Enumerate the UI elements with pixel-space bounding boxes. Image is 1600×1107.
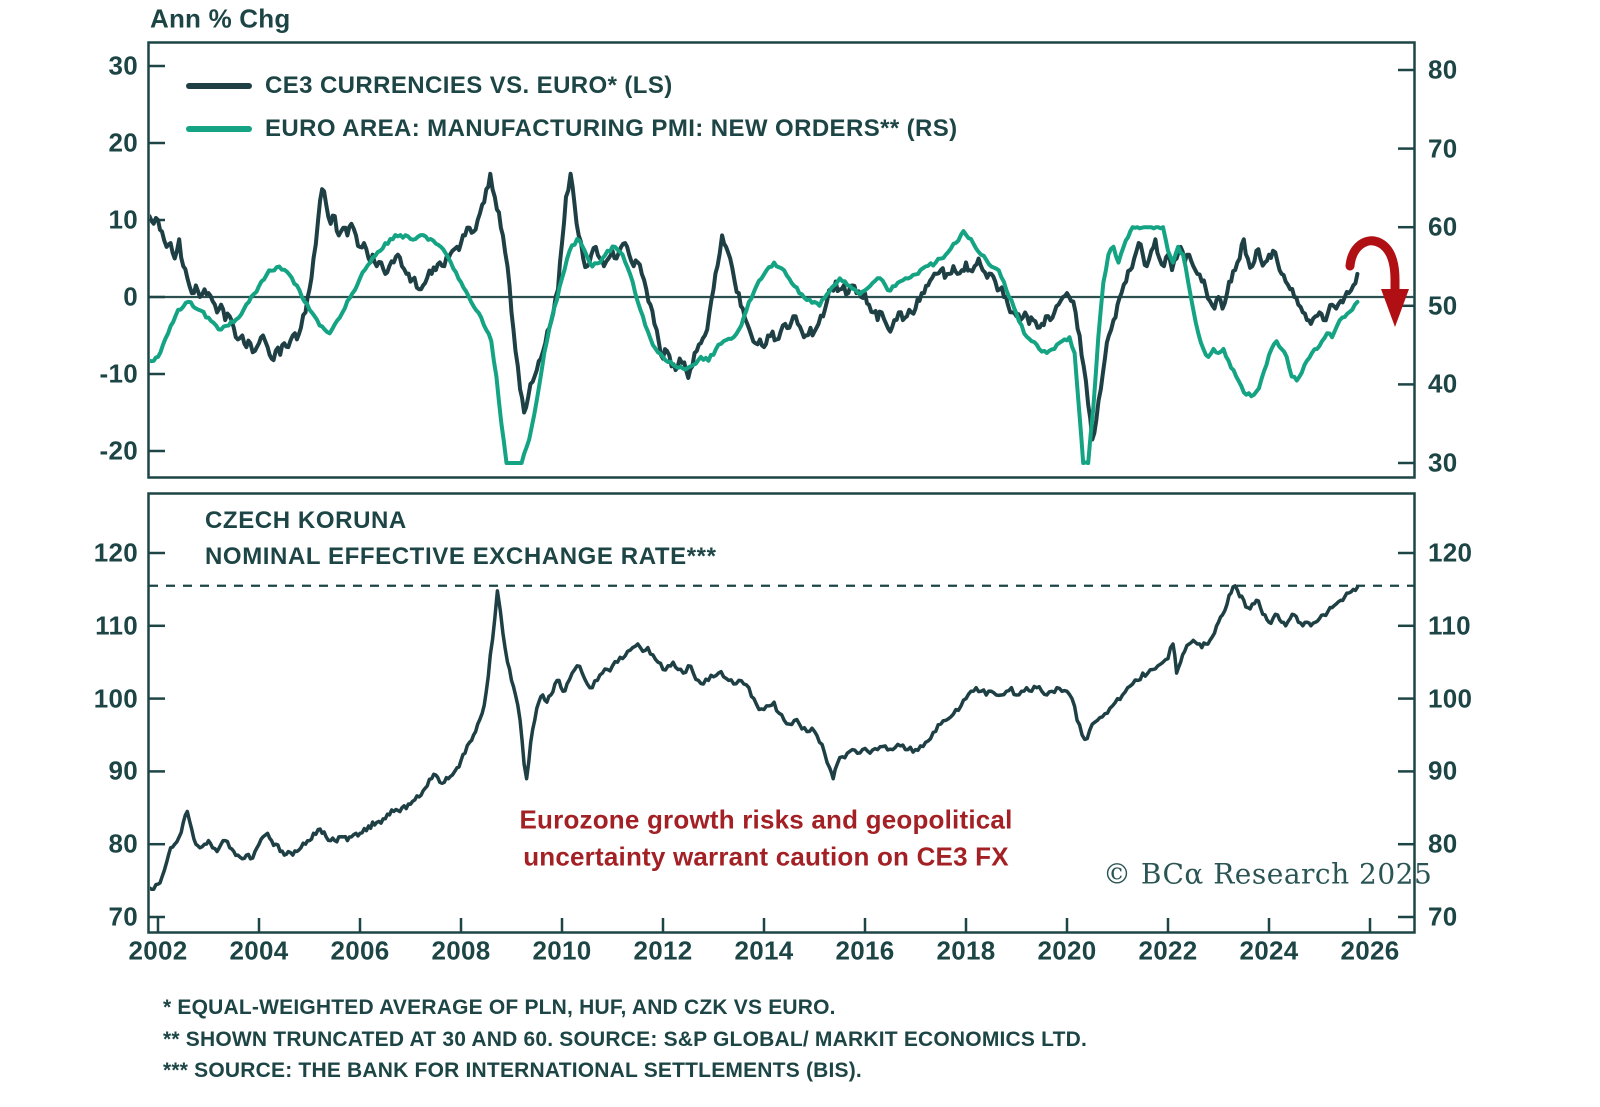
x-axis-year-label: 2010 bbox=[532, 935, 592, 966]
legend-swatch-pmi-new-orders bbox=[186, 126, 252, 132]
bottom-panel-title-line2: NOMINAL EFFECTIVE EXCHANGE RATE*** bbox=[205, 543, 717, 570]
bottom-right-tick-label: 120 bbox=[1428, 537, 1473, 568]
x-axis-year-label: 2012 bbox=[633, 935, 693, 966]
top-left-tick-label: 10 bbox=[108, 204, 138, 235]
x-axis-year-label: 2018 bbox=[936, 935, 996, 966]
top-left-tick-label: -20 bbox=[99, 435, 138, 466]
series-line-ce3-currencies bbox=[150, 171, 1360, 442]
top-right-tick-label: 70 bbox=[1428, 133, 1458, 164]
bottom-right-tick-label: 90 bbox=[1428, 755, 1458, 786]
top-panel-border bbox=[147, 41, 1416, 479]
bottom-panel-border bbox=[147, 492, 1416, 934]
footnote-3: *** SOURCE: THE BANK FOR INTERNATIONAL S… bbox=[163, 1059, 862, 1082]
bottom-left-tick-label: 120 bbox=[93, 537, 138, 568]
x-axis-year-label: 2026 bbox=[1340, 935, 1400, 966]
x-axis-year-label: 2004 bbox=[229, 935, 289, 966]
legend-label-pmi-new-orders: EURO AREA: MANUFACTURING PMI: NEW ORDERS… bbox=[265, 115, 958, 142]
footnote-1: * EQUAL-WEIGHTED AVERAGE OF PLN, HUF, AN… bbox=[163, 996, 836, 1019]
top-left-tick-label: 0 bbox=[123, 281, 138, 312]
bottom-panel-title-line1: CZECH KORUNA bbox=[205, 507, 407, 534]
down-arrow-icon bbox=[1345, 236, 1400, 296]
x-axis-year-label: 2020 bbox=[1037, 935, 1097, 966]
top-right-tick-label: 50 bbox=[1428, 290, 1458, 321]
bottom-right-tick-label: 70 bbox=[1428, 901, 1458, 932]
x-axis-year-label: 2022 bbox=[1138, 935, 1198, 966]
bottom-right-tick-label: 100 bbox=[1428, 683, 1473, 714]
bottom-left-tick-label: 70 bbox=[108, 901, 138, 932]
footnote-2: ** SHOWN TRUNCATED AT 30 AND 60. SOURCE:… bbox=[163, 1028, 1088, 1051]
x-axis-year-label: 2014 bbox=[734, 935, 794, 966]
bca-research-logo: © BCα Research 2025 bbox=[1103, 857, 1433, 891]
x-axis-year-label: 2024 bbox=[1239, 935, 1299, 966]
top-right-tick-label: 60 bbox=[1428, 211, 1458, 242]
x-axis-year-label: 2006 bbox=[330, 935, 390, 966]
top-right-tick-label: 80 bbox=[1428, 54, 1458, 85]
annotation-line2: uncertainty warrant caution on CE3 FX bbox=[523, 841, 1009, 872]
top-left-tick-label: 20 bbox=[108, 127, 138, 158]
top-right-tick-label: 40 bbox=[1428, 368, 1458, 399]
bottom-left-tick-label: 110 bbox=[95, 610, 138, 641]
top-left-tick-label: 30 bbox=[108, 50, 138, 81]
annotation-line1: Eurozone growth risks and geopolitical bbox=[519, 804, 1013, 835]
y-axis-title: Ann % Chg bbox=[150, 3, 291, 34]
x-axis-year-label: 2016 bbox=[835, 935, 895, 966]
top-right-tick-label: 30 bbox=[1428, 447, 1458, 478]
bottom-left-tick-label: 100 bbox=[93, 683, 138, 714]
bottom-left-tick-label: 90 bbox=[108, 755, 138, 786]
bottom-left-tick-label: 80 bbox=[108, 828, 138, 859]
series-line-pmi-new-orders bbox=[150, 225, 1360, 465]
top-left-tick-label: -10 bbox=[99, 358, 138, 389]
down-arrow-head-icon bbox=[1381, 289, 1409, 327]
series-line-czk-neer bbox=[150, 584, 1360, 892]
x-axis-year-label: 2002 bbox=[128, 935, 188, 966]
legend-label-ce3-currencies: CE3 CURRENCIES VS. EURO* (LS) bbox=[265, 72, 673, 99]
bottom-right-tick-label: 80 bbox=[1428, 828, 1458, 859]
x-axis-year-label: 2008 bbox=[431, 935, 491, 966]
bottom-right-tick-label: 110 bbox=[1428, 610, 1471, 641]
legend-swatch-ce3-currencies bbox=[186, 83, 252, 89]
